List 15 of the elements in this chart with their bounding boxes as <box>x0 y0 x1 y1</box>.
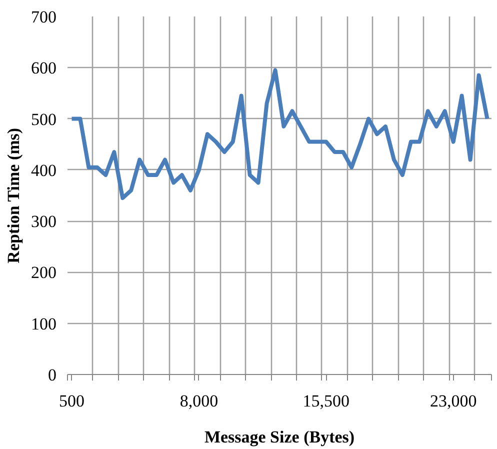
y-tick-label: 600 <box>31 58 56 78</box>
y-tick-label: 0 <box>48 366 56 384</box>
y-axis-title: Reption Time (ms) <box>4 128 23 264</box>
x-tick-label: 500 <box>58 392 84 410</box>
y-tick-label: 500 <box>31 110 56 129</box>
line-series <box>70 68 490 200</box>
x-tick-label: 8,000 <box>180 392 218 410</box>
y-tick-label: 200 <box>31 263 56 282</box>
x-axis-title: Message Size (Bytes) <box>204 428 355 446</box>
y-tick-label: 400 <box>31 160 56 180</box>
y-tick-label: 100 <box>31 314 56 334</box>
y-tick-label: 700 <box>31 8 56 26</box>
x-tick-label: 15,500 <box>302 392 350 410</box>
x-tick-label: 23,000 <box>430 392 477 410</box>
y-tick-label: 300 <box>31 212 56 232</box>
